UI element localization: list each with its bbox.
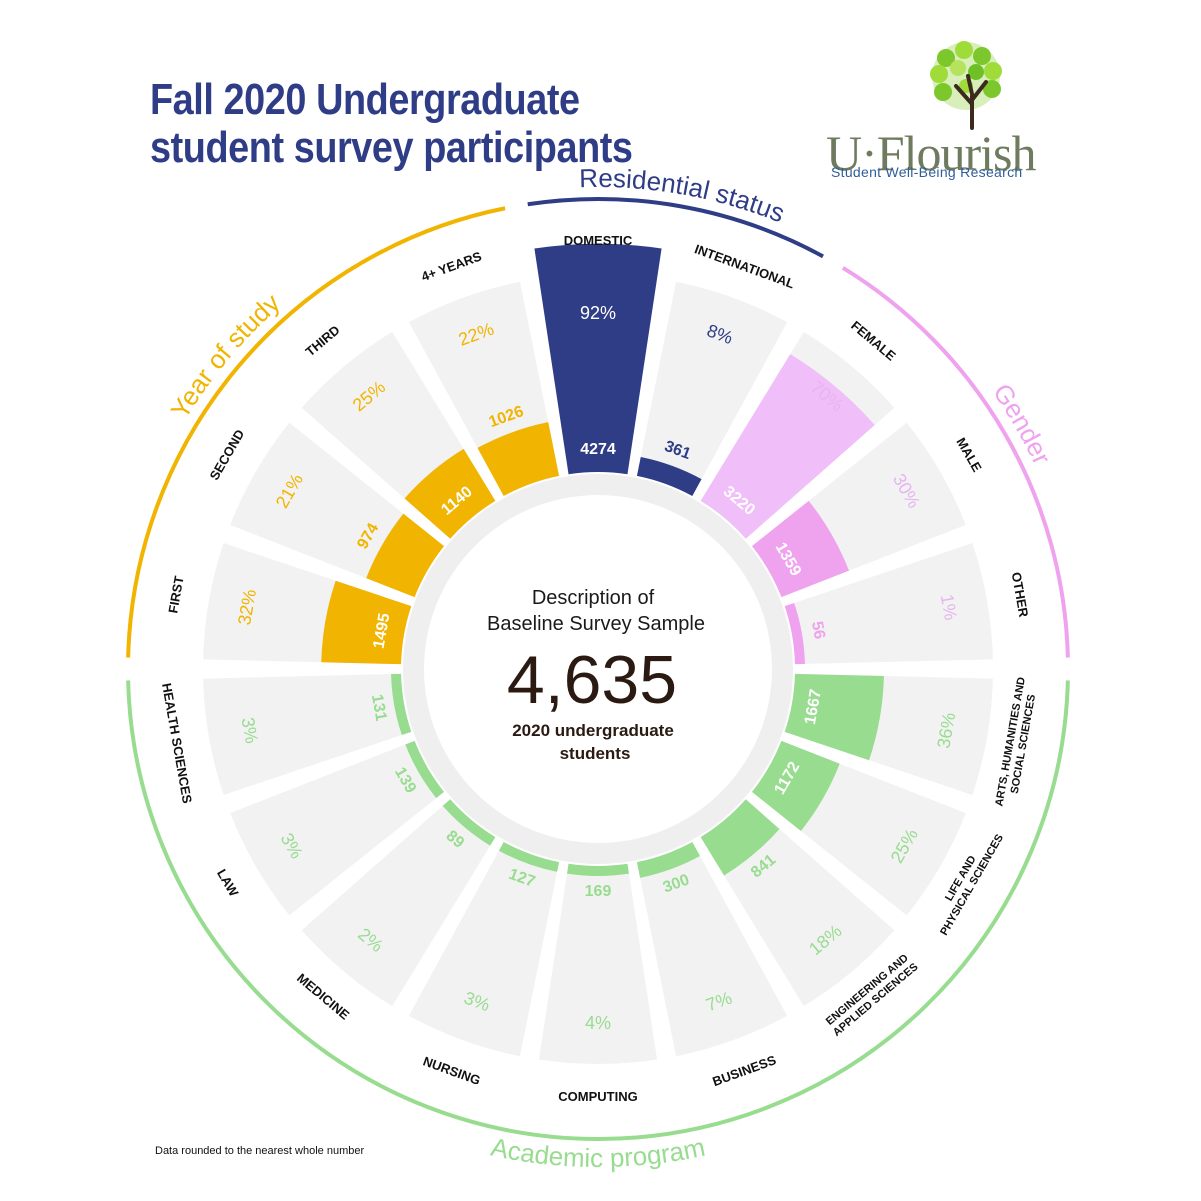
category-label-first: FIRST [165, 575, 186, 615]
category-label-second: SECOND [207, 427, 248, 483]
category-label-international: INTERNATIONAL [693, 241, 797, 291]
category-label-line: NURSING [421, 1053, 482, 1088]
count-label-arts-humanities-and-social-sciences: 1667 [802, 688, 825, 726]
count-label-first: 1495 [371, 612, 394, 650]
category-label-line: MEDICINE [294, 970, 353, 1023]
category-label-line: LAW [214, 866, 242, 899]
category-label-line: MALE [953, 435, 985, 475]
group-arc-academic-program [126, 680, 1070, 1141]
total-caption-line2: students [560, 744, 631, 763]
center-caption-line2: Baseline Survey Sample [487, 613, 705, 635]
bar-life-and-physical-sciences [751, 740, 840, 831]
track-nursing [408, 841, 560, 1057]
category-label-line: INTERNATIONAL [693, 241, 797, 291]
group-title-residential-status: Residential status [579, 163, 789, 228]
bar-third [404, 448, 496, 539]
percent-label-other: 1% [937, 593, 961, 622]
bar-male [751, 500, 849, 598]
bar-domestic [534, 243, 662, 475]
category-label-female: FEMALE [848, 318, 899, 364]
track-law [230, 740, 445, 916]
bar-law [405, 740, 445, 799]
category-label-medicine: MEDICINE [294, 970, 353, 1023]
category-label-line: HEALTH SCIENCES [159, 682, 195, 805]
bar-first [321, 580, 412, 665]
category-label-line: DOMESTIC [564, 233, 633, 248]
category-label-line: OTHER [1009, 571, 1032, 619]
count-label-domestic: 4274 [580, 441, 616, 458]
category-label-line: BUSINESS [710, 1052, 778, 1089]
bar-female [700, 354, 875, 539]
count-label-health-sciences: 131 [368, 693, 389, 722]
total-caption-line1: 2020 undergraduate [512, 721, 674, 740]
footnote: Data rounded to the nearest whole number [155, 1145, 365, 1157]
track-medicine [301, 799, 496, 1007]
category-bars [321, 243, 884, 878]
group-arc-year-of-study [126, 206, 506, 658]
bar-international [636, 456, 702, 497]
tree-icon [930, 41, 1002, 130]
category-label-computing: COMPUTING [558, 1089, 637, 1104]
category-label-line: THIRD [303, 322, 343, 359]
category-labels: 427492%DOMESTIC3618%INTERNATIONAL322070%… [159, 233, 1040, 1104]
category-label-business: BUSINESS [710, 1052, 778, 1089]
percent-label-computing: 4% [585, 1013, 611, 1033]
track-other [784, 543, 993, 665]
logo-wordmark: U·Flourish [826, 125, 1036, 181]
category-label-third: THIRD [303, 322, 343, 359]
bar-engineering-and-applied-sciences [700, 799, 780, 876]
category-label-4-years: 4+ YEARS [419, 248, 484, 284]
category-label-male: MALE [953, 435, 985, 475]
bar-second [366, 513, 445, 598]
track-computing [538, 863, 658, 1064]
category-label-domestic: DOMESTIC [564, 233, 633, 248]
center-panel: Description of Baseline Survey Sample 4,… [403, 474, 793, 864]
logo-tagline: Student Well-Being Research [831, 164, 1023, 180]
count-label-computing: 169 [585, 883, 612, 900]
group-arc-gender [841, 266, 1070, 658]
count-label-other: 56 [808, 620, 828, 641]
chart-title-line2: student survey participants [150, 123, 633, 172]
category-label-line: FEMALE [848, 318, 899, 364]
bar-business [636, 841, 700, 878]
category-label-law: LAW [214, 866, 242, 899]
group-title-text: Year of study [165, 287, 286, 423]
bar-4-years [477, 422, 560, 497]
track-health-sciences [203, 673, 412, 795]
group-arc-residential-status [527, 197, 824, 259]
group-title-year-of-study: Year of study [165, 287, 286, 423]
u-flourish-logo: U·Flourish Student Well-Being Research [826, 36, 1038, 186]
bar-nursing [498, 841, 560, 872]
category-label-nursing: NURSING [421, 1053, 482, 1088]
percent-label-domestic: 92% [580, 303, 616, 323]
group-title-text: Residential status [579, 163, 789, 228]
category-label-other: OTHER [1009, 571, 1032, 619]
category-label-line: SECOND [207, 427, 248, 483]
category-label-health-sciences: HEALTH SCIENCES [159, 682, 195, 805]
category-label-line: FIRST [165, 575, 186, 615]
bar-arts-humanities-and-social-sciences [784, 673, 884, 761]
bar-health-sciences [391, 673, 412, 736]
center-caption-line1: Description of [532, 587, 655, 609]
percent-label-health-sciences: 3% [238, 716, 262, 745]
center-inner-disc [424, 495, 772, 843]
category-label-line: 4+ YEARS [419, 248, 484, 284]
bar-other [784, 602, 805, 665]
bar-computing [567, 863, 629, 876]
chart-title-line1: Fall 2020 Undergraduate [150, 75, 580, 124]
bar-medicine [442, 799, 496, 846]
chart-title: Fall 2020 Undergraduate student survey p… [150, 76, 633, 172]
total-count: 4,635 [507, 642, 677, 718]
track-international [636, 281, 788, 497]
track-business [636, 841, 788, 1057]
category-label-arts-humanities-and-social-sciences: ARTS, HUMANITIES ANDSOCIAL SCIENCES [993, 676, 1040, 809]
category-label-line: COMPUTING [558, 1089, 637, 1104]
